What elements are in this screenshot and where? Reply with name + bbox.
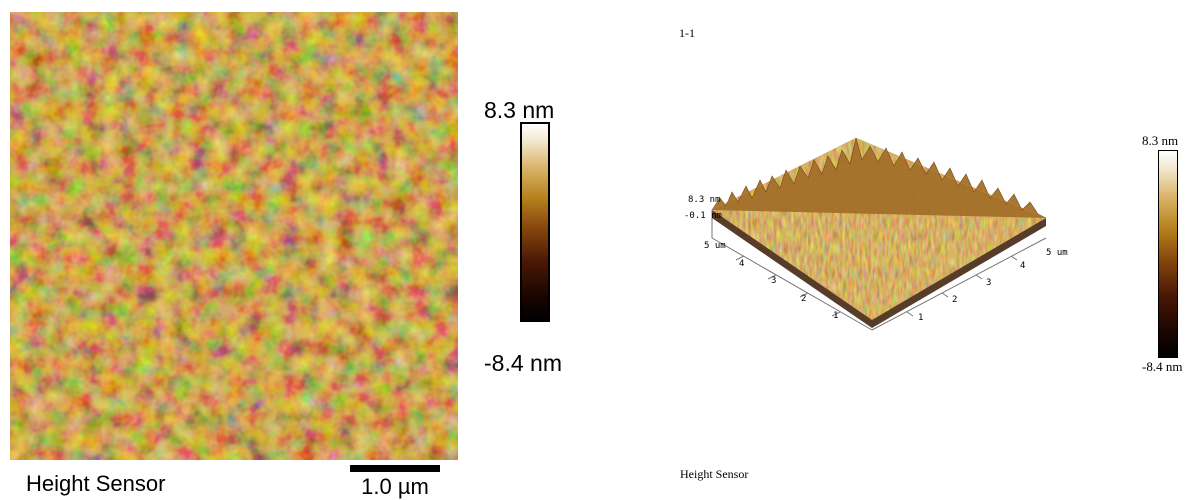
y-tick-2: 2	[801, 294, 806, 304]
channel-label: Height Sensor	[26, 471, 166, 496]
colorbar-3d-max-label: 8.3 nm	[1142, 133, 1179, 148]
z-axis-max-label: 8.3 nm	[688, 195, 721, 205]
channel-label-3d: Height Sensor	[680, 467, 749, 481]
surface-mesh	[712, 138, 1046, 320]
colorbar-3d	[1158, 150, 1178, 358]
colorbar	[520, 122, 550, 322]
colorbar-min-label: -8.4 nm	[484, 350, 562, 376]
y-tick-1: 1	[833, 311, 838, 321]
x-tick-3: 3	[986, 278, 991, 288]
scale-bar-label: 1.0 µm	[361, 474, 429, 499]
image-title: 1-1	[679, 26, 695, 40]
scale-bar	[350, 465, 440, 472]
x-axis-end-label: 5 um	[1046, 248, 1068, 258]
x-tick-2: 2	[952, 295, 957, 305]
x-tick-1: 1	[918, 313, 923, 323]
y-tick-3: 3	[771, 276, 776, 286]
colorbar-3d-min-label: -8.4 nm	[1142, 359, 1183, 374]
afm-height-image	[10, 12, 458, 460]
z-axis-mid-label: -0.1 nm	[684, 211, 722, 221]
x-tick-4: 4	[1020, 261, 1025, 271]
y-axis-end-label: 5 um	[704, 241, 726, 251]
afm-3d-surface: 8.3 nm -0.1 nm 5 um 1 2 3 4 1 2 3 4 5 um	[600, 80, 1120, 380]
colorbar-max-label: 8.3 nm	[484, 97, 555, 123]
y-tick-4: 4	[739, 259, 744, 269]
